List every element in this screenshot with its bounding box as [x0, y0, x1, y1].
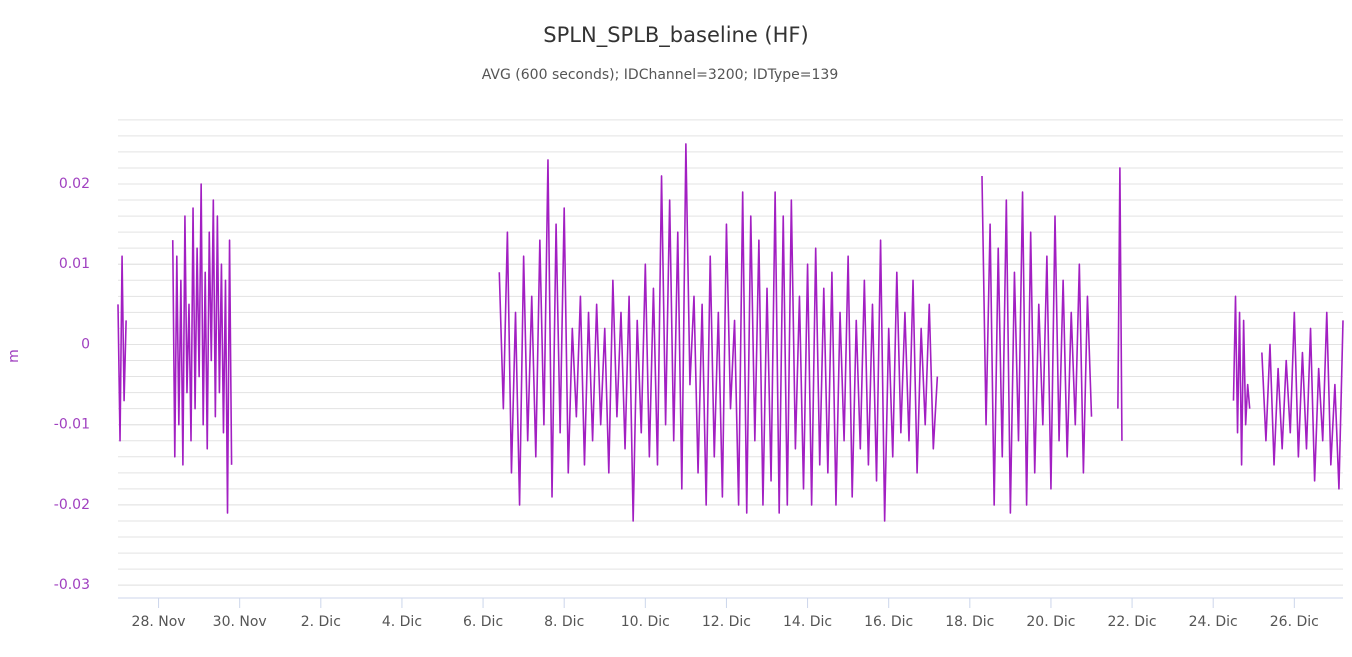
x-tick-label: 8. Dic — [544, 614, 584, 630]
x-tick-label: 4. Dic — [382, 614, 422, 630]
y-tick-label: 0.01 — [59, 256, 90, 272]
x-tick-label: 16. Dic — [864, 614, 913, 630]
x-tick-label: 22. Dic — [1108, 614, 1157, 630]
x-tick-label: 26. Dic — [1270, 614, 1319, 630]
x-tick-label: 14. Dic — [783, 614, 832, 630]
y-tick-label: 0 — [81, 336, 90, 352]
chart-subtitle: AVG (600 seconds); IDChannel=3200; IDTyp… — [482, 67, 838, 83]
y-tick-label: 0.02 — [59, 176, 90, 192]
x-tick-label: 12. Dic — [702, 614, 751, 630]
x-tick-label: 6. Dic — [463, 614, 503, 630]
y-tick-label: -0.02 — [54, 497, 90, 513]
x-tick-label: 20. Dic — [1026, 614, 1075, 630]
data-line — [117, 143, 1344, 522]
x-tick-label: 24. Dic — [1189, 614, 1238, 630]
y-tick-label: -0.01 — [54, 417, 90, 433]
x-tick-label: 2. Dic — [301, 614, 341, 630]
chart-title: SPLN_SPLB_baseline (HF) — [543, 23, 808, 48]
x-tick-label: 18. Dic — [945, 614, 994, 630]
x-tick-label: 10. Dic — [621, 614, 670, 630]
y-tick-label: -0.03 — [54, 577, 90, 593]
y-axis-title: m — [6, 349, 22, 363]
x-tick-label: 30. Nov — [213, 614, 267, 630]
x-tick-label: 28. Nov — [132, 614, 186, 630]
